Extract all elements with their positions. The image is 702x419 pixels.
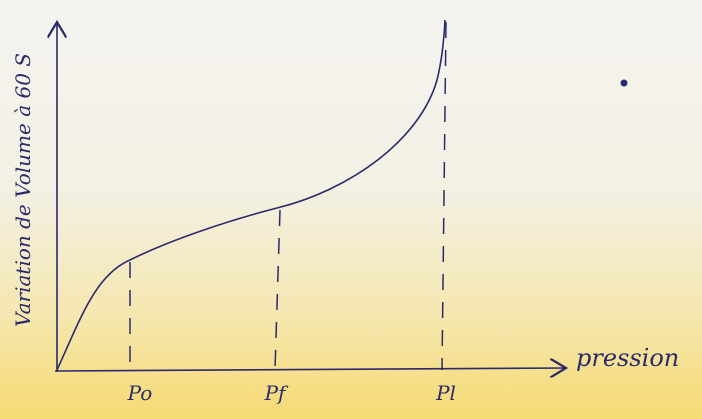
y-axis-label: Variation de Volume à 60 S	[11, 53, 35, 327]
pl-dashed-line	[442, 22, 446, 370]
pressuremeter-curve	[57, 20, 445, 370]
pf-dashed-line	[275, 210, 280, 370]
ink-dot	[621, 80, 628, 87]
page: Variation de Volume à 60 S pression Po P…	[0, 0, 702, 419]
tick-label: Po	[127, 381, 153, 405]
x-axis	[55, 368, 566, 371]
tick-label: Pl	[435, 381, 456, 405]
tick-label: Pf	[264, 381, 289, 405]
x-axis-label: pression	[576, 344, 679, 372]
diagram: Variation de Volume à 60 S pression Po P…	[0, 0, 702, 419]
